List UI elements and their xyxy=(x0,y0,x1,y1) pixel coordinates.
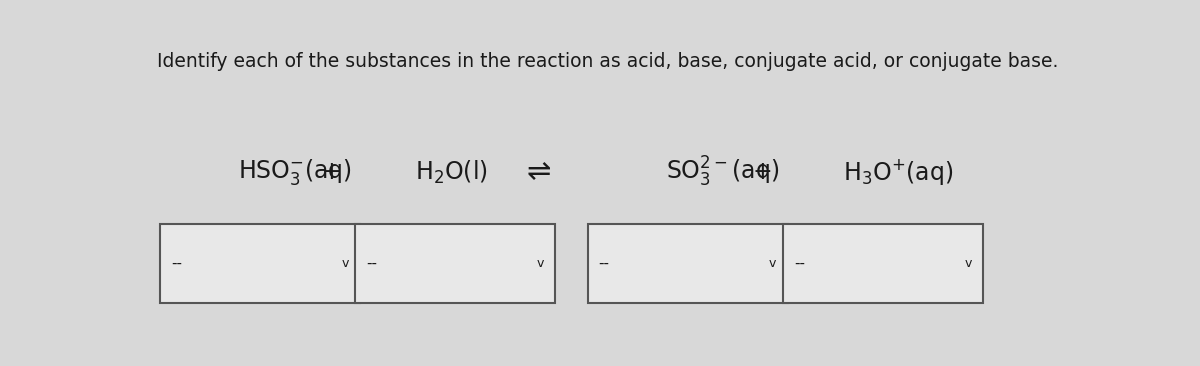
Text: v: v xyxy=(341,257,348,270)
Text: v: v xyxy=(536,257,544,270)
Text: $\mathregular{SO_3^{2-}(aq)}$: $\mathregular{SO_3^{2-}(aq)}$ xyxy=(666,155,779,189)
Text: +: + xyxy=(322,160,341,184)
Text: v: v xyxy=(965,257,972,270)
Bar xyxy=(588,224,787,303)
Text: --: -- xyxy=(794,256,805,271)
Text: +: + xyxy=(752,160,772,184)
Text: --: -- xyxy=(599,256,610,271)
Text: --: -- xyxy=(366,256,377,271)
Text: v: v xyxy=(769,257,776,270)
Text: Identify each of the substances in the reaction as acid, base, conjugate acid, o: Identify each of the substances in the r… xyxy=(157,52,1058,71)
Text: $\mathregular{HSO_3^{-}(aq)}$: $\mathregular{HSO_3^{-}(aq)}$ xyxy=(239,157,353,187)
Text: $\mathregular{H_3O^{+}(aq)}$: $\mathregular{H_3O^{+}(aq)}$ xyxy=(842,157,953,187)
Bar xyxy=(160,224,360,303)
Text: ⇌: ⇌ xyxy=(527,158,551,186)
Text: $\mathregular{H_2O(l)}$: $\mathregular{H_2O(l)}$ xyxy=(415,158,487,186)
Bar xyxy=(355,224,556,303)
Text: --: -- xyxy=(170,256,182,271)
Bar xyxy=(782,224,983,303)
